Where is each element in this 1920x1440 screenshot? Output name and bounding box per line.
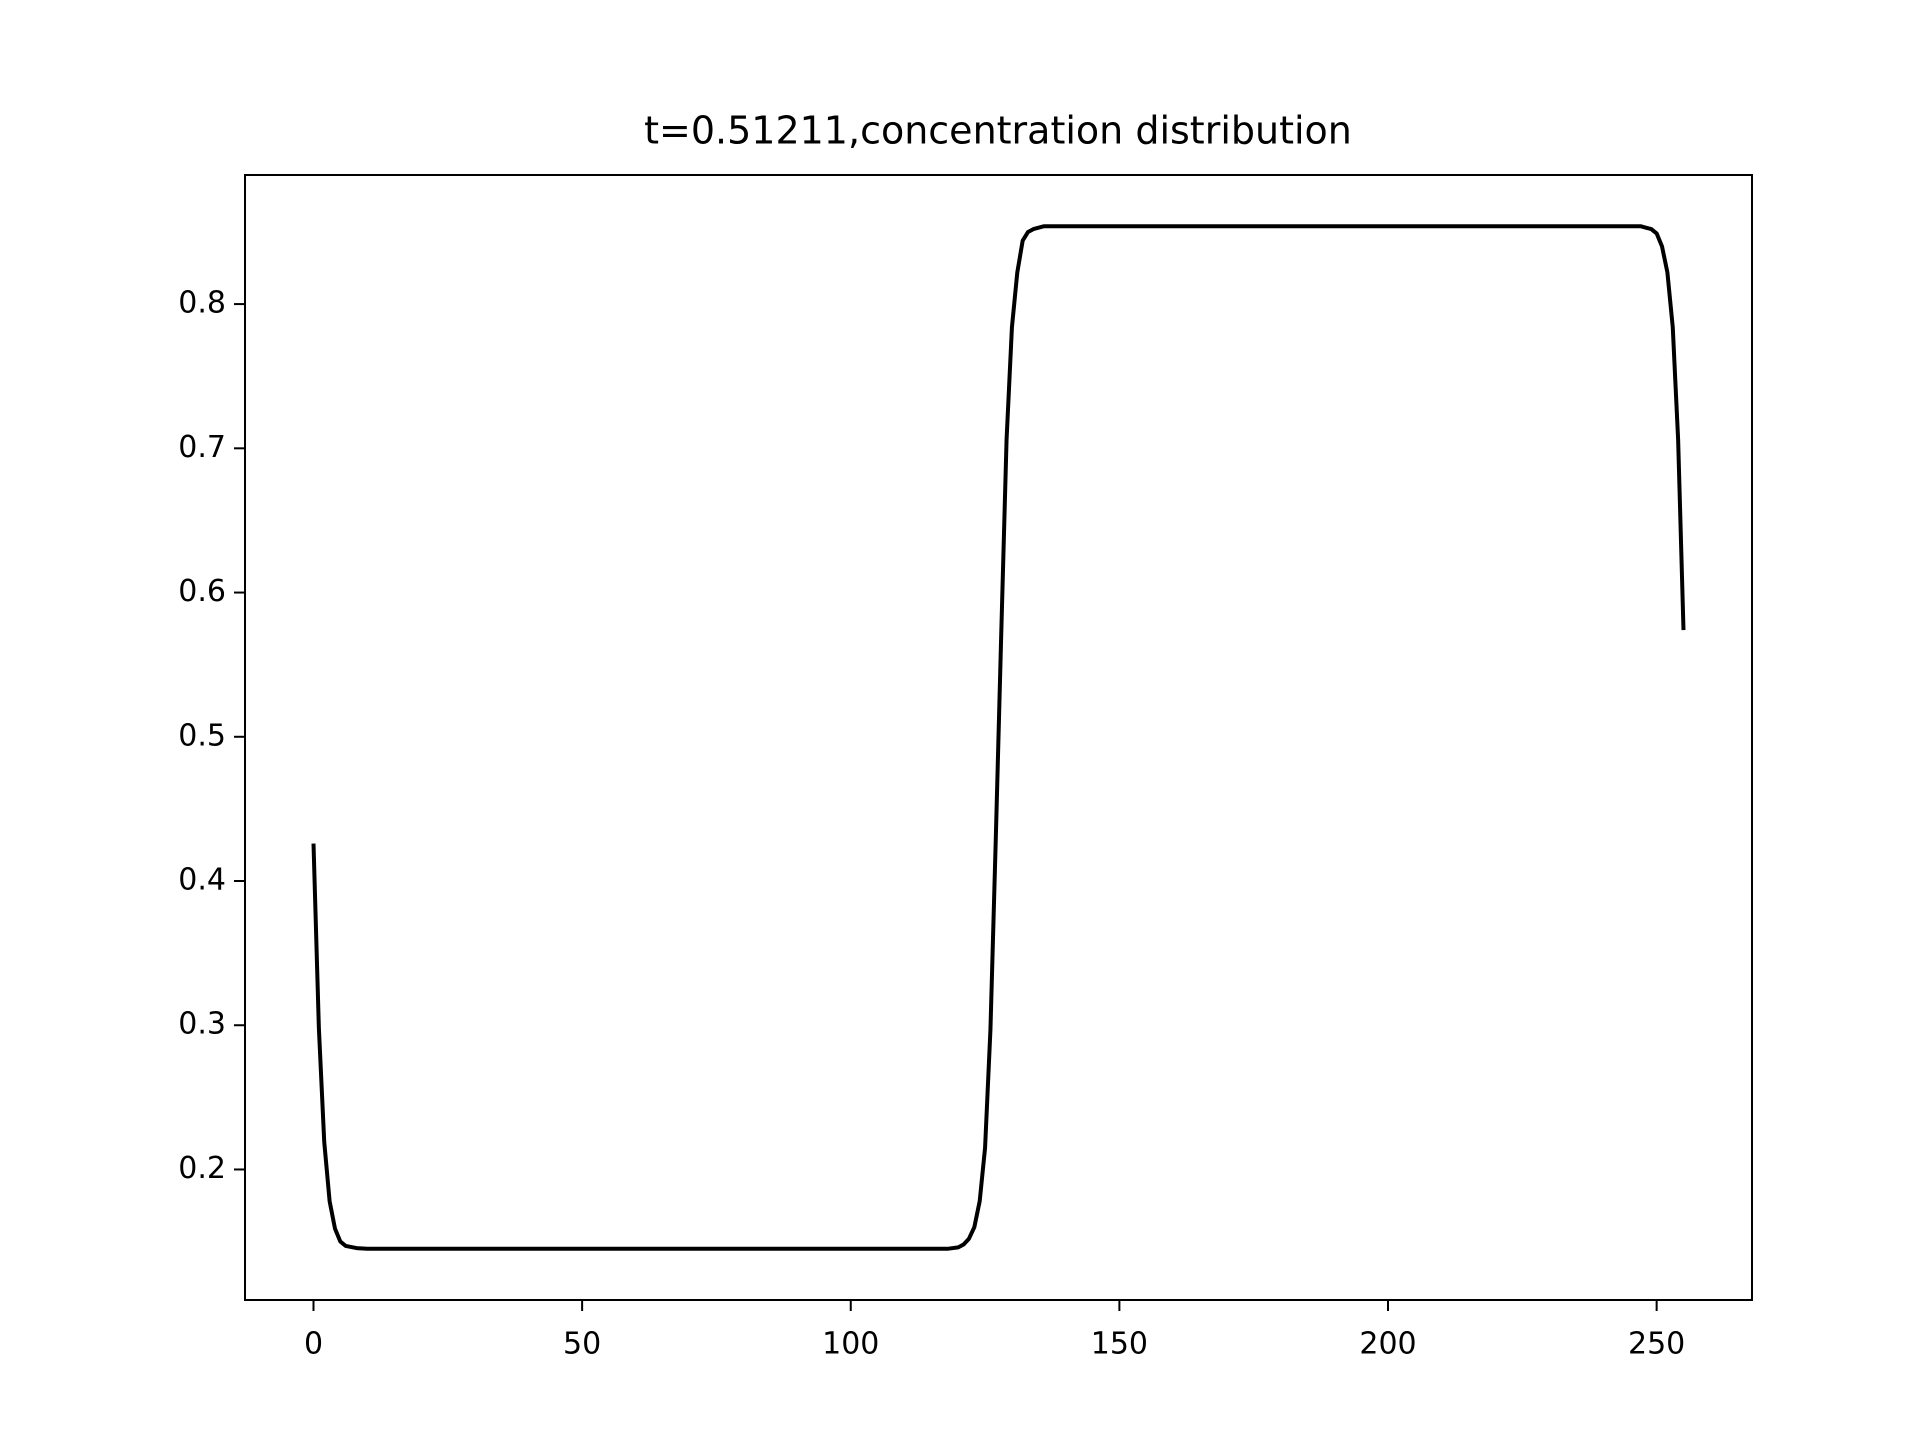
y-tick-label: 0.2 xyxy=(178,1151,226,1186)
data-line xyxy=(311,224,1686,1251)
x-tick-label: 200 xyxy=(1359,1327,1416,1362)
y-tick-label: 0.4 xyxy=(178,863,226,898)
plot-frame xyxy=(244,174,1753,1301)
y-tick-label: 0.5 xyxy=(178,718,226,753)
x-tick-label: 0 xyxy=(304,1327,323,1362)
x-tick-label: 50 xyxy=(563,1327,601,1362)
x-tick-label: 250 xyxy=(1628,1327,1685,1362)
y-tick-label: 0.3 xyxy=(178,1007,226,1042)
x-tick-label: 100 xyxy=(822,1327,879,1362)
x-tick-label: 150 xyxy=(1091,1327,1148,1362)
chart-title: t=0.51211,concentration distribution xyxy=(644,109,1352,153)
y-tick-label: 0.7 xyxy=(178,430,226,465)
y-tick-label: 0.8 xyxy=(178,286,226,321)
y-tick-label: 0.6 xyxy=(178,574,226,609)
